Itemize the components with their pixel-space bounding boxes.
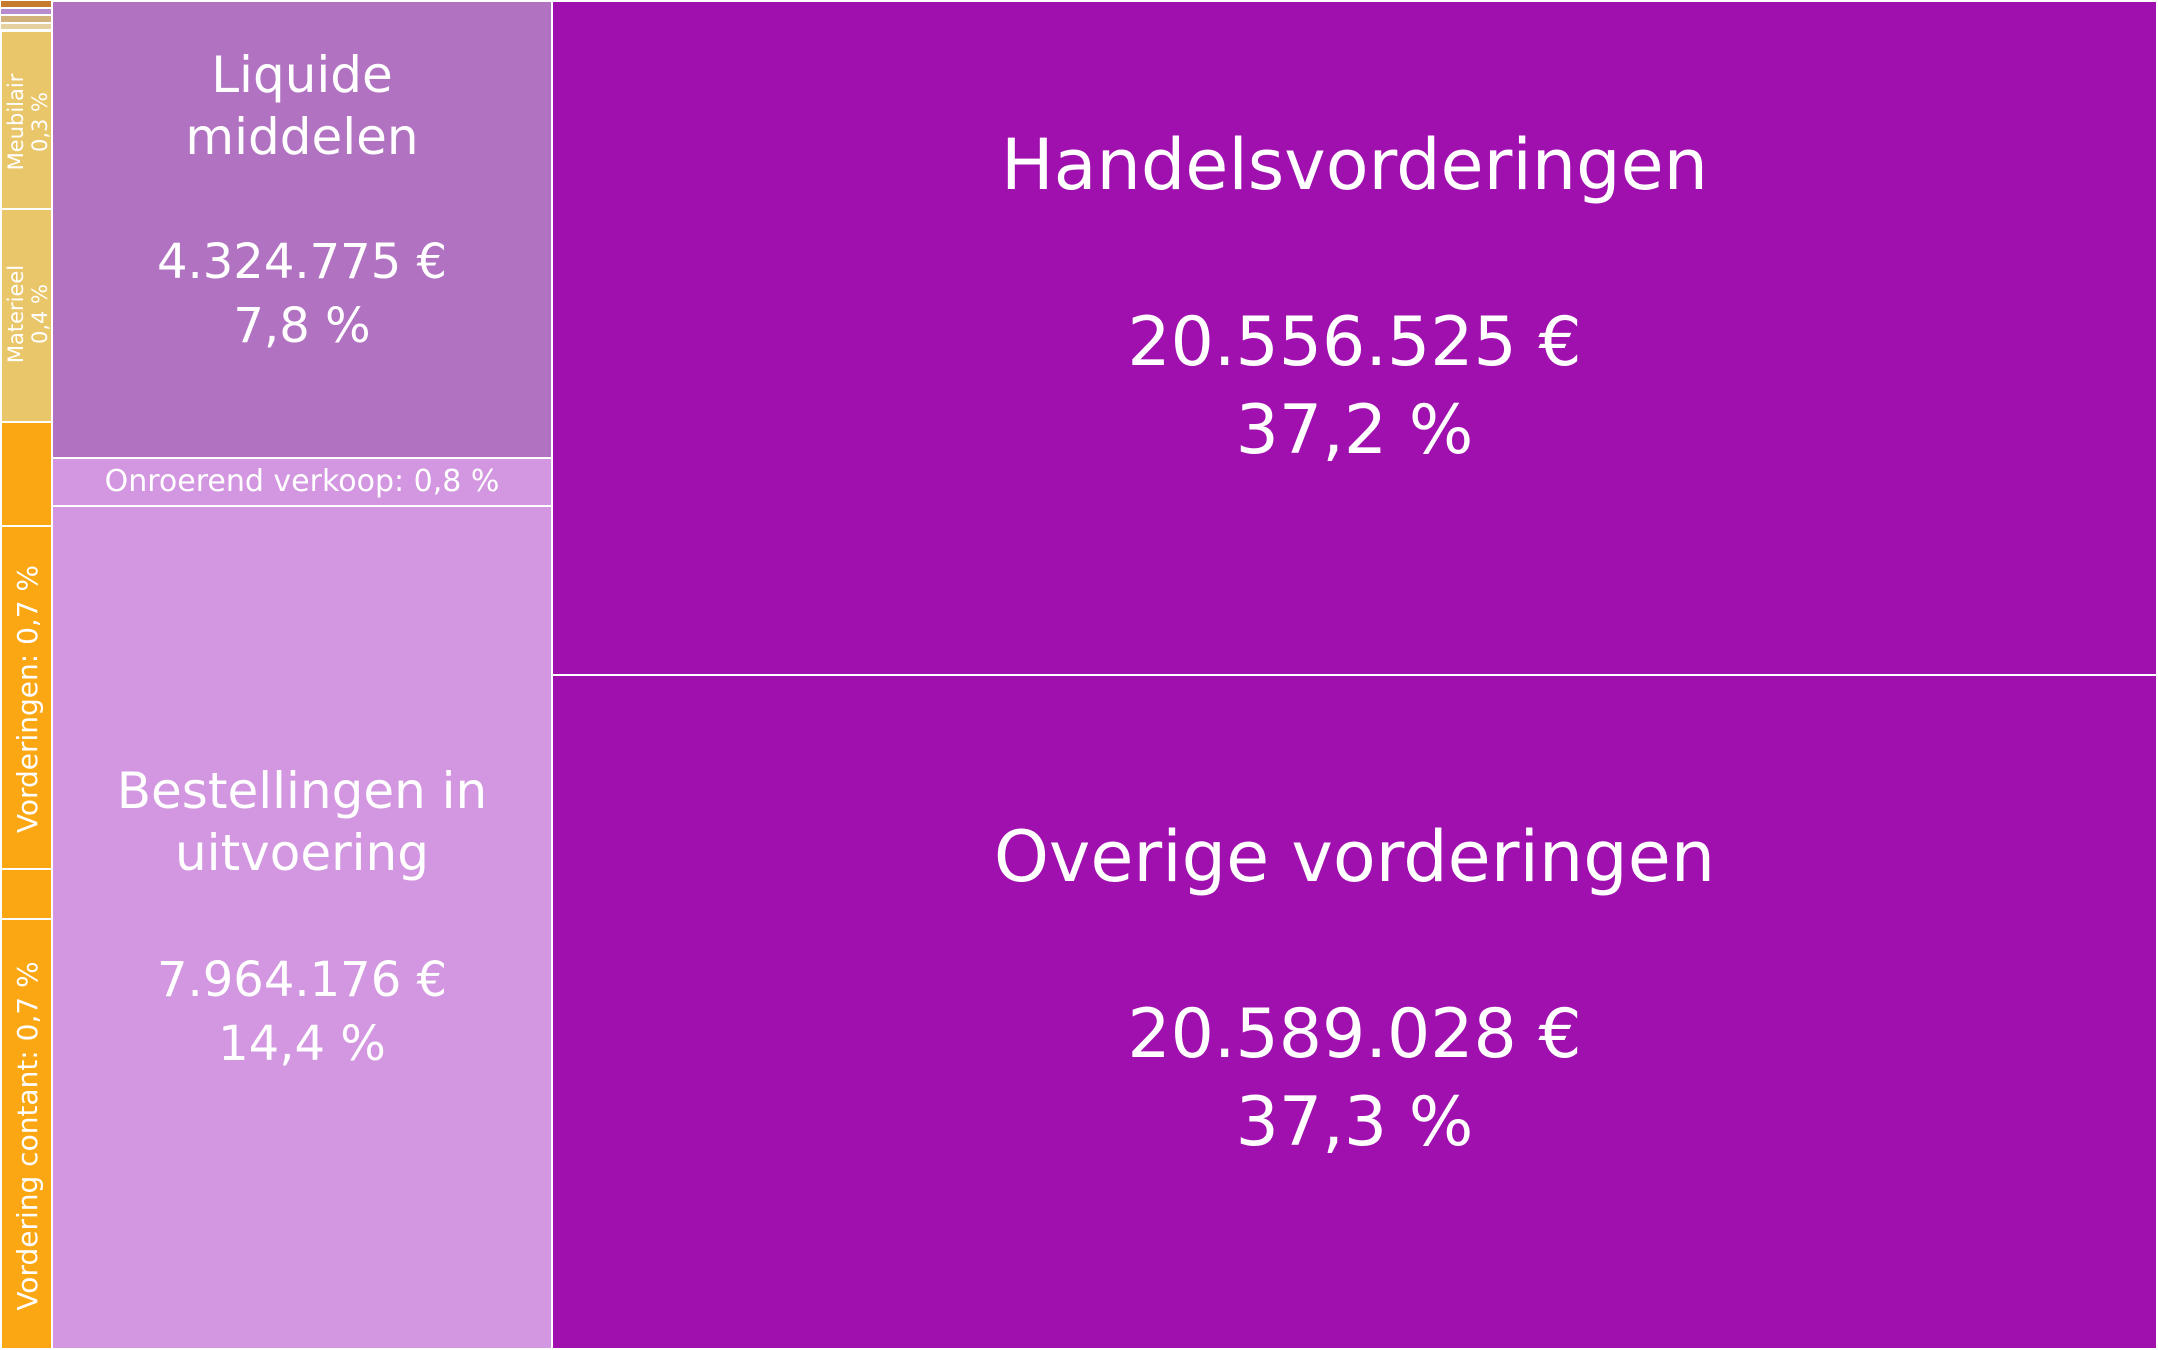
tile-onroerend-verkoop: Onroerend verkoop: 0,8 % [51, 457, 553, 507]
tile-overige-vorderingen-pct: 37,3 % [1235, 1083, 1474, 1162]
tile-meubilair: Meubilair 0,3 % [0, 30, 53, 210]
tile-liquide-middelen-pct: 7,8 % [233, 298, 371, 354]
tile-liquide-middelen: Liquide middelen 4.324.775 € 7,8 % [51, 0, 553, 459]
tile-bestellingen-value: 7.964.176 € [156, 952, 448, 1008]
tile-sliver-orange-1 [0, 421, 53, 527]
tile-handelsvorderingen-name: Handelsvorderingen [1000, 124, 1709, 206]
tile-vorderingen-label: Vorderingen: 0,7 % [11, 564, 44, 834]
tile-liquide-middelen-value: 4.324.775 € [156, 234, 448, 290]
tile-liquide-middelen-name-1: Liquide [211, 46, 393, 104]
tile-sliver-3 [0, 15, 53, 23]
tile-sliver-1 [0, 0, 53, 8]
tile-handelsvorderingen: Handelsvorderingen 20.556.525 € 37,2 % [551, 0, 2158, 676]
tile-meubilair-pct: 0,3 % [28, 91, 52, 153]
tile-handelsvorderingen-value: 20.556.525 € [1127, 303, 1582, 382]
tile-materieel: Materieel 0,4 % [0, 208, 53, 423]
tile-overige-vorderingen-value: 20.589.028 € [1127, 995, 1582, 1074]
tile-onroerend-verkoop-label: Onroerend verkoop: 0,8 % [104, 464, 500, 499]
tile-bestellingen-name-1: Bestellingen in [116, 762, 488, 820]
tile-overige-vorderingen: Overige vorderingen 20.589.028 € 37,3 % [551, 674, 2158, 1350]
tile-sliver-2 [0, 8, 53, 15]
tile-sliver-4 [0, 23, 53, 30]
tile-materieel-name: Materieel [4, 264, 28, 364]
tile-handelsvorderingen-pct: 37,2 % [1235, 391, 1474, 470]
tile-overige-vorderingen-name: Overige vorderingen [993, 816, 1716, 898]
tile-bestellingen-name-2: uitvoering [174, 824, 429, 882]
tile-liquide-middelen-name-2: middelen [185, 108, 419, 166]
tile-vordering-contant: Vordering contant: 0,7 % [0, 918, 53, 1350]
tile-bestellingen-in-uitvoering: Bestellingen in uitvoering 7.964.176 € 1… [51, 505, 553, 1350]
tile-meubilair-name: Meubilair [4, 73, 28, 171]
tile-materieel-pct: 0,4 % [28, 283, 52, 345]
tile-sliver-orange-2 [0, 868, 53, 920]
tile-vordering-contant-label: Vordering contant: 0,7 % [11, 961, 44, 1311]
tile-vorderingen: Vorderingen: 0,7 % [0, 525, 53, 870]
tile-bestellingen-pct: 14,4 % [218, 1016, 386, 1072]
